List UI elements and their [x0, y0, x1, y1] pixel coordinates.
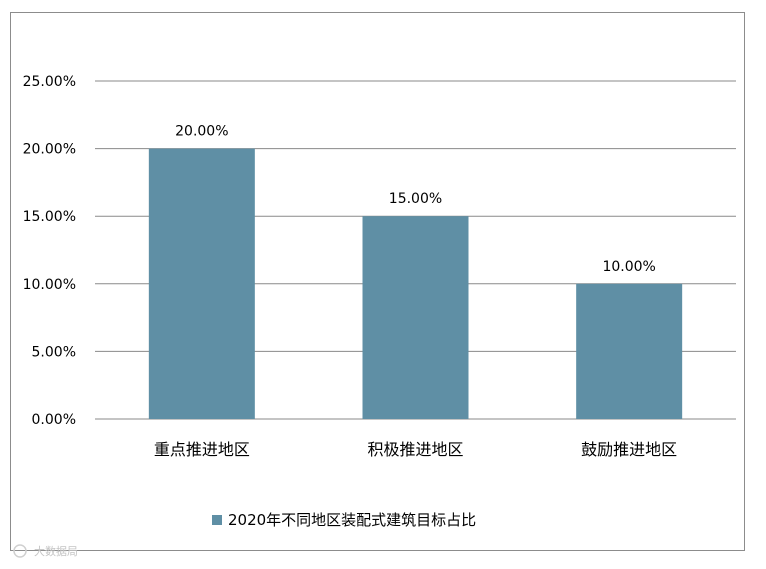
- y-tick-label: 0.00%: [32, 412, 76, 428]
- legend-swatch: [212, 515, 222, 525]
- y-tick-label: 25.00%: [23, 74, 76, 90]
- watermark: 大数据局: [13, 544, 78, 558]
- y-tick-label: 5.00%: [32, 344, 76, 360]
- y-tick-label: 20.00%: [23, 142, 76, 158]
- data-label: 10.00%: [602, 259, 655, 275]
- watermark-text: 大数据局: [34, 544, 78, 558]
- y-tick-label: 15.00%: [23, 209, 76, 225]
- chart-frame: [10, 12, 745, 551]
- y-axis-ticks: 0.00% 5.00% 10.00% 15.00% 20.00% 25.00%: [23, 74, 76, 428]
- legend: 2020年不同地区装配式建筑目标占比: [212, 511, 476, 529]
- x-axis-categories: 重点推进地区 积极推进地区 鼓励推进地区: [154, 440, 677, 459]
- data-labels: 20.00% 15.00% 10.00%: [175, 124, 656, 275]
- category-label: 重点推进地区: [154, 440, 250, 459]
- category-label: 积极推进地区: [367, 440, 463, 459]
- data-label: 20.00%: [175, 124, 228, 140]
- legend-label: 2020年不同地区装配式建筑目标占比: [228, 511, 476, 529]
- category-label: 鼓励推进地区: [581, 440, 677, 459]
- bars: [148, 148, 683, 419]
- watermark-logo-icon: [13, 544, 27, 558]
- bar: [362, 216, 469, 419]
- bar: [148, 148, 255, 419]
- data-label: 15.00%: [389, 191, 442, 207]
- bar: [576, 283, 683, 419]
- y-tick-label: 10.00%: [23, 277, 76, 293]
